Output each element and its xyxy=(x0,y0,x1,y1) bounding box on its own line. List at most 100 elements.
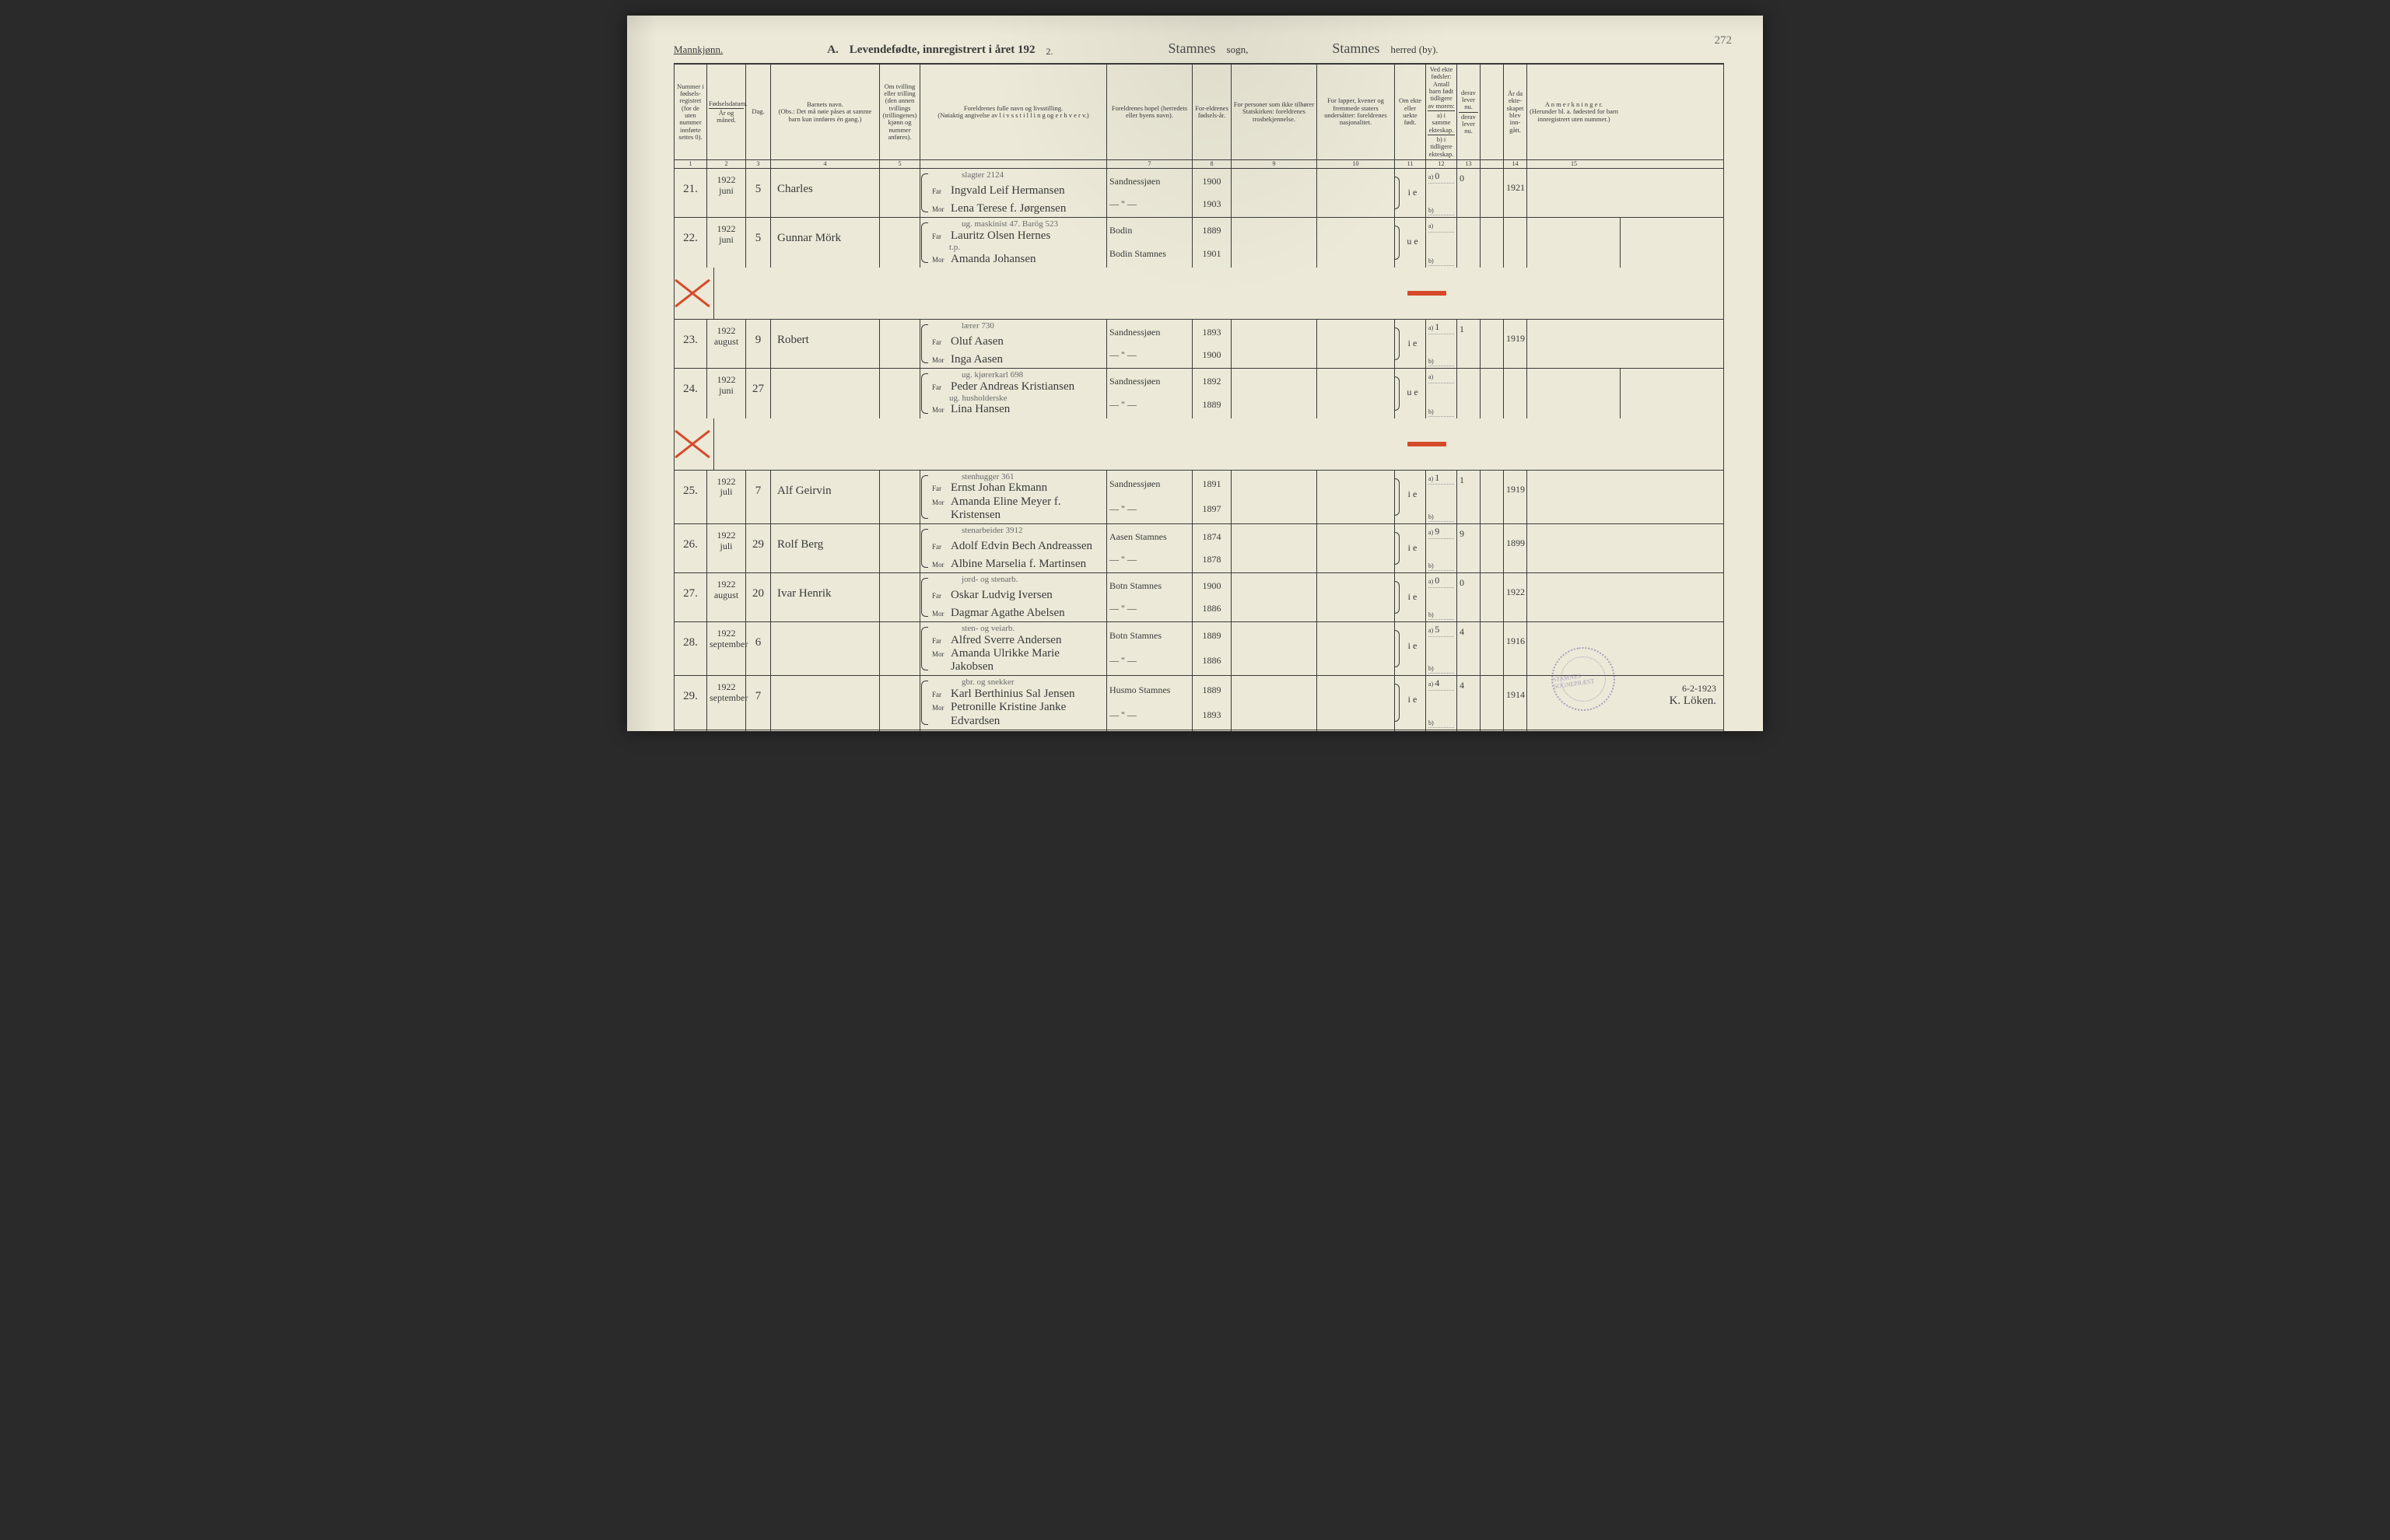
brace-icon xyxy=(921,373,928,414)
brace-icon xyxy=(921,475,928,519)
mor-label: Mor xyxy=(932,406,948,414)
cell-marriage-year xyxy=(1504,218,1527,268)
cell-bopel: Bodin Bodin Stamnes xyxy=(1107,218,1193,268)
far-label: Far xyxy=(932,543,948,551)
table-row: 21.1922 juni5Charles slagter 2124 FarIng… xyxy=(675,169,1723,218)
table-header: Nummer i fødsels-registret (for de uten … xyxy=(675,65,1723,160)
occupation-note: ug. maskinist 47. Barög 523 xyxy=(962,219,1104,229)
cell-remarks xyxy=(1527,573,1621,621)
stamp-text: STAMNES SOGNEPRÆST xyxy=(1552,668,1614,691)
gender-label: Mannkjønn. xyxy=(674,44,723,56)
cell-day: 27 xyxy=(746,369,771,418)
occupation-note: lærer 730 xyxy=(962,321,1104,331)
cell-marriage-year: 1916 xyxy=(1504,622,1527,675)
cell-religion xyxy=(1232,218,1317,268)
cell-marriage-year xyxy=(1504,369,1527,418)
cell-marriage-year: 1921 xyxy=(1504,169,1527,217)
cell-twin xyxy=(880,573,920,621)
cell-parents: stenarbeider 3912 FarAdolf Edvin Bech An… xyxy=(920,524,1107,572)
cell-13a: 4 xyxy=(1457,622,1481,675)
cell-ekte: i e xyxy=(1395,622,1426,675)
ekte-value: i e xyxy=(1397,526,1423,554)
brace-icon xyxy=(921,324,928,363)
father-name: Oluf Aasen xyxy=(951,335,1004,348)
cell-year-month: 1922 september xyxy=(707,622,746,675)
cell-12: a) 4 b) xyxy=(1426,676,1457,729)
table-row: 26.1922 juli29Rolf Berg stenarbeider 391… xyxy=(675,524,1723,573)
ekte-value: i e xyxy=(1397,321,1423,349)
cell-13b xyxy=(1481,218,1504,268)
far-label: Far xyxy=(932,592,948,600)
column-numbers: 1 2 3 4 5 7 8 9 10 11 12 13 14 15 xyxy=(675,160,1723,169)
occupation-note: sten- og veiarb. xyxy=(962,624,1104,634)
year-father: 1893 xyxy=(1195,327,1228,338)
ekte-value: i e xyxy=(1397,472,1423,500)
cell-religion xyxy=(1232,169,1317,217)
cell-remarks xyxy=(1527,320,1621,368)
mother-name: Albine Marselia f. Martinsen xyxy=(951,558,1086,571)
bopel-father: Aasen Stamnes xyxy=(1109,532,1190,543)
red-x-mark xyxy=(671,418,714,470)
cell-day: 21 xyxy=(746,730,771,731)
sogn-word: sogn, xyxy=(1227,44,1249,56)
father-name: Karl Berthinius Sal Jensen xyxy=(951,688,1075,701)
cell-13b xyxy=(1481,676,1504,729)
mor-label: Mor xyxy=(932,256,948,264)
cell-num: 22. xyxy=(675,218,707,268)
cell-parent-years: 1893 1900 xyxy=(1193,320,1232,368)
cell-12b: b) xyxy=(1428,513,1454,522)
cell-12b: b) xyxy=(1428,562,1454,571)
cell-ekte: i e xyxy=(1395,320,1426,368)
table-row: 22.1922 juni5Gunnar Mörk ug. maskinist 4… xyxy=(675,218,1723,320)
cell-bopel: Botn Stamnes — " — xyxy=(1107,622,1193,675)
herred-word: herred (by). xyxy=(1390,44,1438,56)
cell-parent-years: 1874 1878 xyxy=(1193,524,1232,572)
cell-year-month: 1922 juli xyxy=(707,524,746,572)
ekte-value: i e xyxy=(1397,170,1423,198)
cell-twin xyxy=(880,369,920,418)
cell-religion xyxy=(1232,471,1317,523)
col-5: Om tvilling eller trilling (den annen tv… xyxy=(880,65,920,159)
cell-12b: b) xyxy=(1428,611,1454,620)
cell-day: 20 xyxy=(746,573,771,621)
cell-day: 7 xyxy=(746,471,771,523)
cell-num: 21. xyxy=(675,169,707,217)
title-main: Levendefødte, innregistrert i året 192 xyxy=(850,44,1036,57)
cell-parents: ug. kjørerkarl 698 FarPeder Andreas Kris… xyxy=(920,369,1107,418)
cell-12a: a) 4 xyxy=(1428,677,1454,691)
ekte-value: i e xyxy=(1397,575,1423,603)
year-father: 1889 xyxy=(1195,226,1228,236)
cell-nationality xyxy=(1317,471,1395,523)
cell-13a-val: 0 xyxy=(1460,170,1477,184)
cell-12a: a) 5 xyxy=(1428,624,1454,637)
bopel-father: Botn Stamnes xyxy=(1109,581,1190,592)
brace-icon xyxy=(921,627,928,670)
cell-num: 24. xyxy=(675,369,707,418)
cell-day: 5 xyxy=(746,218,771,268)
cell-parent-years: 1900 1903 xyxy=(1193,169,1232,217)
page-scan: 272 Mannkjønn. A. Levendefødte, innregis… xyxy=(627,16,1763,731)
bopel-father: Botn Stamnes xyxy=(1109,631,1190,642)
occupation-note: slagter 2124 xyxy=(962,170,1104,180)
cell-name: Gunnar Mörk xyxy=(771,218,880,268)
sign-name: K. Löken. xyxy=(1670,695,1716,708)
cell-nationality xyxy=(1317,573,1395,621)
cell-nationality xyxy=(1317,676,1395,729)
cell-num: 30. xyxy=(675,730,707,731)
father-name: Ingvald Leif Hermansen xyxy=(951,184,1065,198)
brace-icon xyxy=(921,529,928,568)
cell-12: a) 1 b) xyxy=(1426,471,1457,523)
cell-year-month: 1922 juni xyxy=(707,369,746,418)
cell-remarks xyxy=(1527,730,1621,731)
year-mother: 1889 xyxy=(1195,400,1228,411)
col-10: For lapper, kvener og fremmede staters u… xyxy=(1317,65,1395,159)
cell-12: a) 9 b) xyxy=(1426,524,1457,572)
cell-13a-val: 4 xyxy=(1460,677,1477,691)
brace-icon xyxy=(1394,327,1400,360)
far-label: Far xyxy=(932,637,948,645)
bopel-father: Husmo Stamnes xyxy=(1109,685,1190,696)
cell-twin xyxy=(880,218,920,268)
year-father: 1874 xyxy=(1195,532,1228,543)
bopel-mother: — " — xyxy=(1109,555,1190,565)
cell-12: a) 5 b) xyxy=(1426,622,1457,675)
